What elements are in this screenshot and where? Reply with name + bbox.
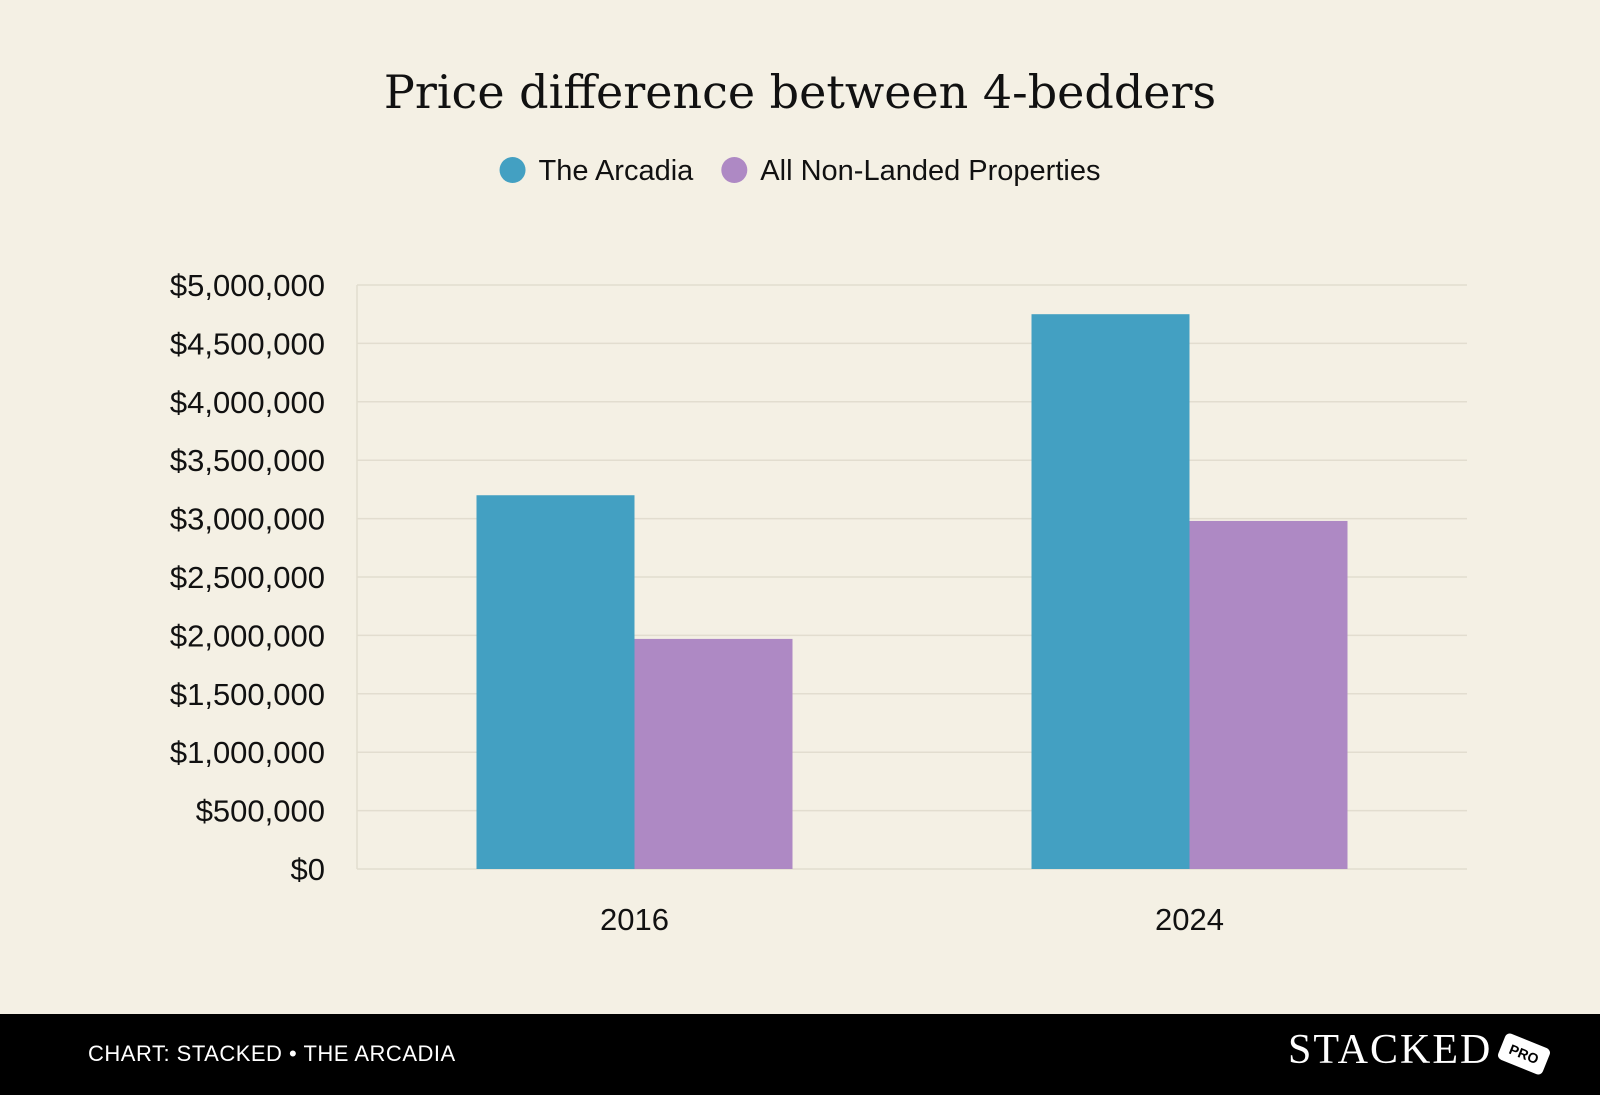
x-axis: 2016 2024 <box>600 902 1224 937</box>
footer-bar: CHART: STACKED • THE ARCADIA STACKED PRO <box>0 1014 1600 1095</box>
y-tick-label: $1,000,000 <box>170 735 325 770</box>
legend-swatch <box>499 157 526 183</box>
y-tick-label: $3,500,000 <box>170 443 325 478</box>
bar-chart: Price difference between 4-bedders The A… <box>170 65 1467 937</box>
stacked-logo: STACKED <box>1288 1027 1493 1073</box>
y-tick-label: $5,000,000 <box>170 268 325 303</box>
y-tick-label: $4,000,000 <box>170 385 325 420</box>
legend-item: The Arcadia <box>499 155 695 187</box>
y-tick-label: $4,500,000 <box>170 326 325 361</box>
bar-all-non-landed-properties-2016 <box>634 638 793 869</box>
bar-all-non-landed-properties-2024 <box>1189 520 1348 869</box>
y-tick-label: $500,000 <box>196 794 325 829</box>
legend-label: The Arcadia <box>539 155 695 187</box>
y-tick-label: $2,500,000 <box>170 560 325 595</box>
legend: The Arcadia All Non-Landed Properties <box>499 155 1100 187</box>
bar-the-arcadia-2024 <box>1031 314 1190 869</box>
chart-area: Price difference between 4-bedders The A… <box>169 65 1467 937</box>
bar-the-arcadia-2016 <box>476 495 635 869</box>
chart-title: Price difference between 4-bedders <box>384 65 1216 119</box>
y-tick-label: $2,000,000 <box>170 618 325 653</box>
x-tick-label: 2024 <box>1155 902 1224 937</box>
y-axis: $0 $500,000 $1,000,000 $1,500,000 $2,000,000… <box>170 268 325 887</box>
y-tick-label: $1,500,000 <box>170 677 325 712</box>
legend-item: All Non-Landed Properties <box>721 155 1100 187</box>
pro-badge: PRO <box>1496 1032 1552 1076</box>
legend-swatch <box>721 157 748 183</box>
x-tick-label: 2016 <box>600 902 669 937</box>
chart-source-caption: CHART: STACKED • THE ARCADIA <box>88 1041 456 1066</box>
y-tick-label: $3,000,000 <box>170 502 325 537</box>
legend-label: All Non-Landed Properties <box>760 155 1100 187</box>
y-tick-label: $0 <box>291 852 325 887</box>
bars <box>476 314 1348 869</box>
